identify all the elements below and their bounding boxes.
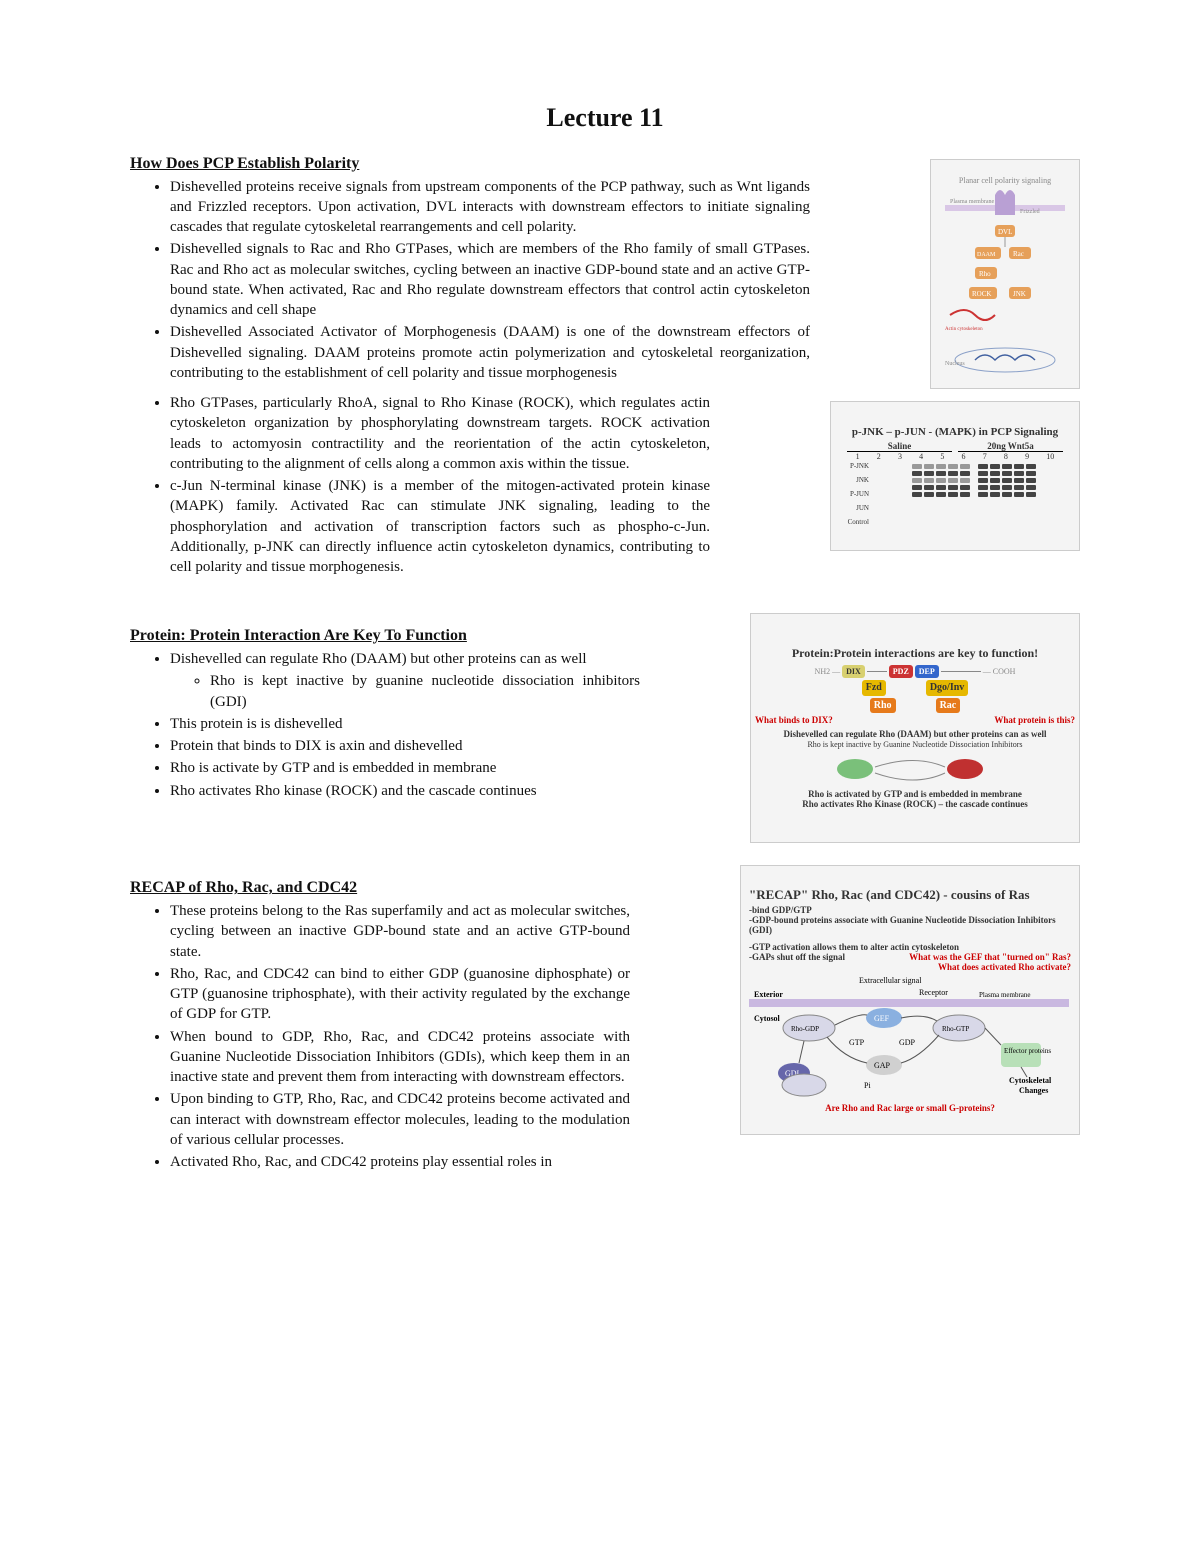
svg-text:ROCK: ROCK — [972, 290, 991, 298]
pcp-pathway-diagram: Plasma membrane Frizzled DVL DAAM Rac Rh… — [945, 185, 1065, 375]
section-pcp-polarity: Planar cell polarity signaling Plasma me… — [130, 153, 1080, 577]
figure-recap-rho: "RECAP" Rho, Rac (and CDC42) - cousins o… — [740, 865, 1080, 1135]
svg-text:Extracellular signal: Extracellular signal — [859, 976, 922, 985]
list-item: These proteins belong to the Ras superfa… — [170, 901, 630, 962]
svg-text:GAP: GAP — [874, 1061, 891, 1070]
list-item: Rho is kept inactive by guanine nucleoti… — [210, 671, 640, 712]
svg-text:Nucleus: Nucleus — [945, 361, 965, 367]
rho-cycle-mini-icon — [815, 749, 1015, 789]
list-item: Rho, Rac, and CDC42 can bind to either G… — [170, 964, 630, 1025]
svg-text:DAAM: DAAM — [977, 252, 996, 258]
list-item: Dishevelled Associated Activator of Morp… — [170, 322, 810, 383]
gtpase-cycle-diagram: Extracellular signal Receptor Exterior P… — [749, 973, 1069, 1103]
svg-text:Exterior: Exterior — [754, 990, 783, 999]
svg-text:Receptor: Receptor — [919, 988, 948, 997]
list-item: Rho GTPases, particularly RhoA, signal t… — [170, 393, 710, 474]
list-item: Activated Rho, Rac, and CDC42 proteins p… — [170, 1152, 630, 1172]
svg-text:Cytosol: Cytosol — [754, 1014, 781, 1023]
list-item: Dishevelled proteins receive signals fro… — [170, 177, 810, 238]
svg-text:Rho-GDP: Rho-GDP — [791, 1025, 819, 1033]
svg-text:Rho-GTP: Rho-GTP — [942, 1025, 969, 1033]
svg-text:GTP: GTP — [849, 1038, 865, 1047]
list-ppi: Dishevelled can regulate Rho (DAAM) but … — [130, 649, 640, 801]
list-item: When bound to GDP, Rho, Rac, and CDC42 p… — [170, 1027, 630, 1088]
list-recap: These proteins belong to the Ras superfa… — [130, 901, 630, 1172]
svg-text:Effector proteins: Effector proteins — [1004, 1047, 1051, 1055]
list-item: Dishevelled can regulate Rho (DAAM) but … — [170, 649, 640, 712]
svg-text:Rho: Rho — [979, 270, 991, 278]
figure-western-blot: p-JNK – p-JUN - (MAPK) in PCP Signaling … — [830, 401, 1080, 551]
svg-text:Plasma membrane: Plasma membrane — [950, 199, 994, 205]
svg-text:Cytoskeletal: Cytoskeletal — [1009, 1076, 1052, 1085]
list-item: Rho is activate by GTP and is embedded i… — [170, 758, 640, 778]
list-pcp: Dishevelled proteins receive signals fro… — [130, 177, 810, 384]
page-title: Lecture 11 — [130, 100, 1080, 135]
svg-text:Frizzled: Frizzled — [1020, 209, 1040, 215]
list-item: This protein is is dishevelled — [170, 714, 640, 734]
list-item: Rho activates Rho kinase (ROCK) and the … — [170, 781, 640, 801]
svg-text:GDP: GDP — [899, 1038, 916, 1047]
figure-pcp-pathway: Planar cell polarity signaling Plasma me… — [930, 159, 1080, 389]
section-recap-rho: "RECAP" Rho, Rac (and CDC42) - cousins o… — [130, 849, 1080, 1172]
list-pcp-cont: Rho GTPases, particularly RhoA, signal t… — [130, 393, 710, 577]
svg-text:Plasma membrane: Plasma membrane — [979, 991, 1031, 999]
svg-text:GEF: GEF — [874, 1014, 890, 1023]
svg-text:Pi: Pi — [864, 1081, 871, 1090]
list-item: Dishevelled signals to Rac and Rho GTPas… — [170, 239, 810, 320]
svg-text:Actin cytoskeleton: Actin cytoskeleton — [945, 327, 983, 332]
list-item: c-Jun N-terminal kinase (JNK) is a membe… — [170, 476, 710, 577]
figure-protein-interactions: Protein:Protein interactions are key to … — [750, 613, 1080, 843]
list-item: Upon binding to GTP, Rho, Rac, and CDC42… — [170, 1089, 630, 1150]
svg-text:Rac: Rac — [1013, 250, 1024, 258]
svg-text:Changes: Changes — [1019, 1086, 1048, 1095]
svg-text:DVL: DVL — [998, 228, 1012, 236]
list-item: Protein that binds to DIX is axin and di… — [170, 736, 640, 756]
svg-text:JNK: JNK — [1013, 290, 1026, 298]
section-protein-interaction: Protein:Protein interactions are key to … — [130, 587, 1080, 800]
